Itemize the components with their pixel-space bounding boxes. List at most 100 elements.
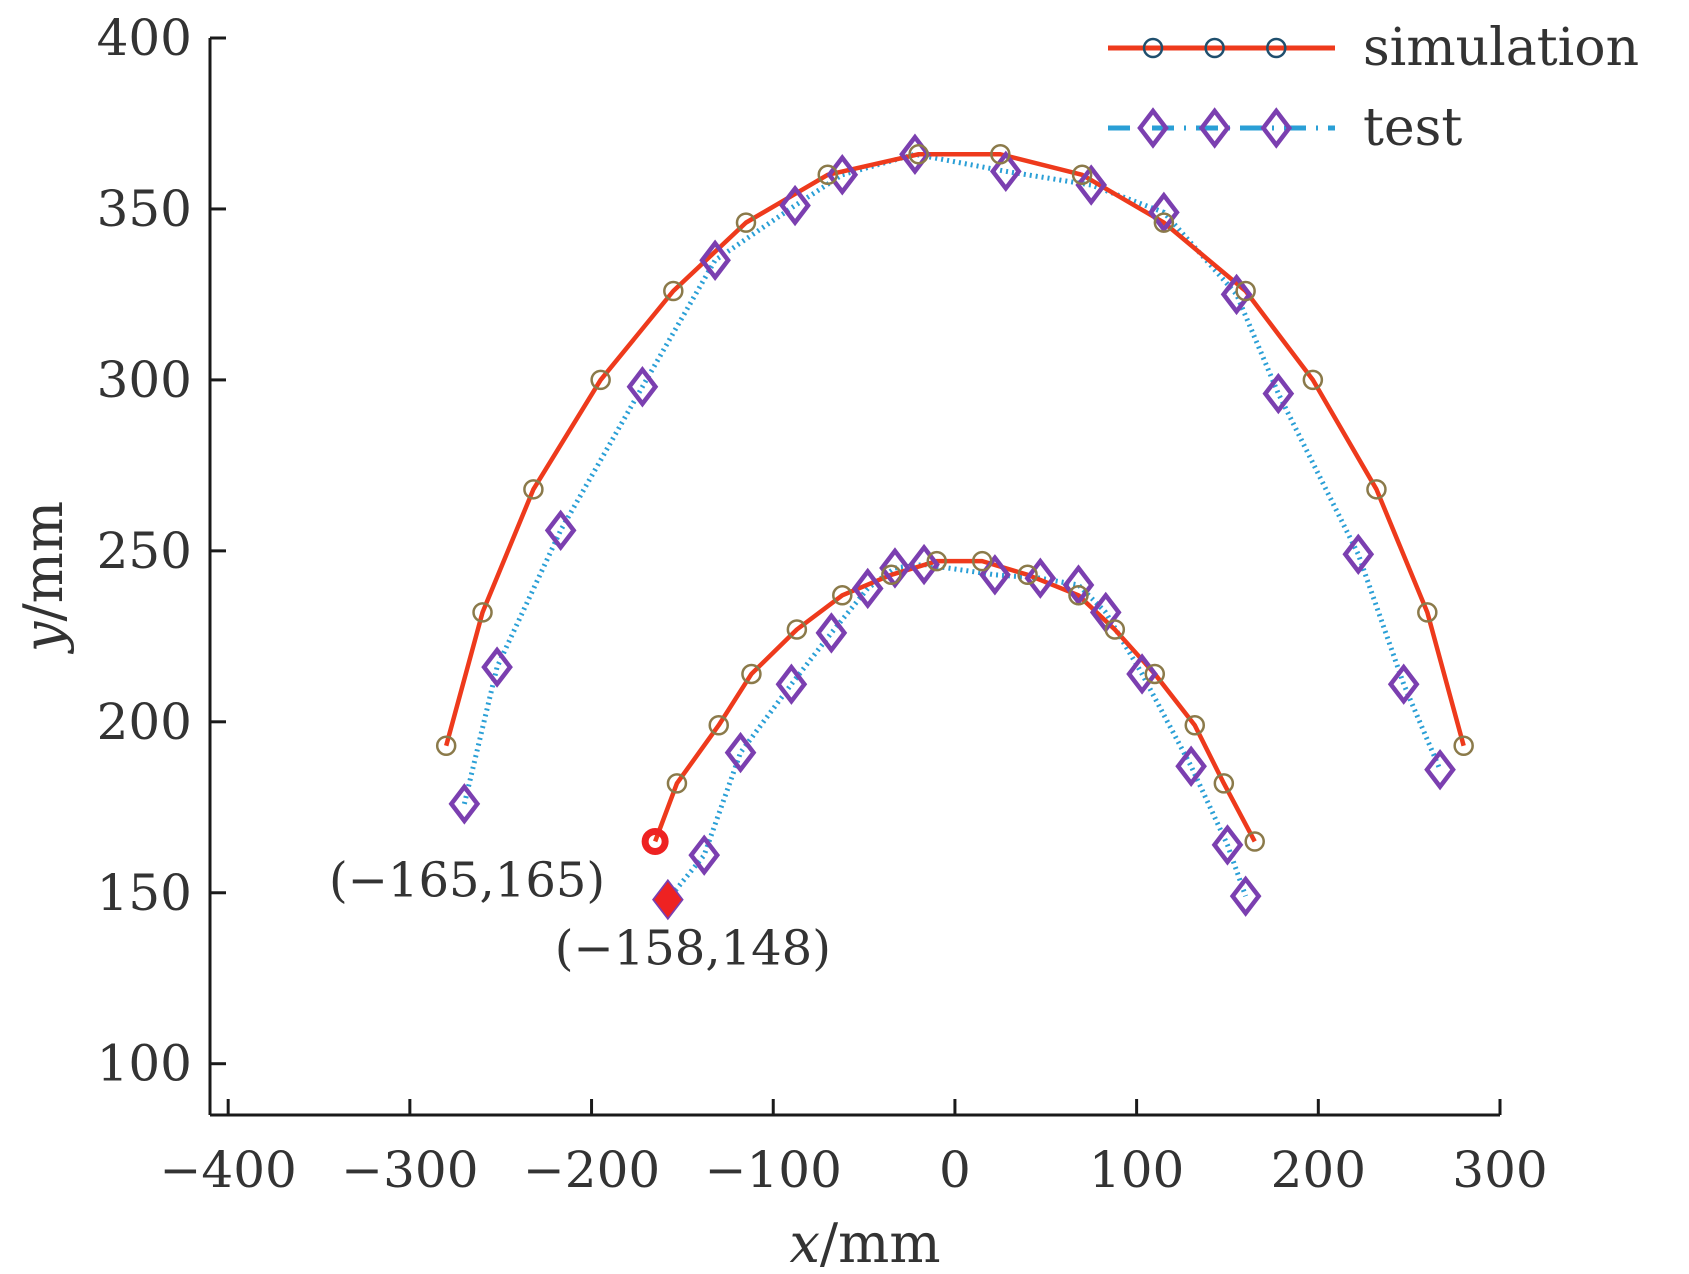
series-test-line-0 bbox=[461, 151, 1443, 805]
series-simulation-point bbox=[708, 714, 729, 736]
series-test-point bbox=[775, 663, 808, 705]
series-simulation-point bbox=[1366, 479, 1387, 500]
series-simulation-point bbox=[1071, 164, 1093, 186]
series-test-point bbox=[724, 731, 757, 774]
series-simulation-point bbox=[1417, 602, 1438, 623]
legend-test-marker bbox=[1137, 107, 1169, 149]
series-simulation-point bbox=[1017, 564, 1038, 586]
series-simulation-point bbox=[1184, 714, 1206, 736]
y-axis-label: y/mm bbox=[12, 501, 75, 654]
series-test-point bbox=[1126, 653, 1158, 695]
series-test-point bbox=[481, 646, 513, 688]
y-tick-label: 150 bbox=[97, 864, 192, 922]
y-axis-label-var: y bbox=[12, 620, 75, 654]
x-axis-label-unit: /mm bbox=[820, 1212, 941, 1274]
series-test-point bbox=[1220, 273, 1253, 316]
series-simulation-point bbox=[971, 550, 993, 572]
series-simulation-point bbox=[926, 550, 948, 572]
legend-simulation-marker bbox=[1266, 37, 1287, 59]
series-simulation-point bbox=[1068, 585, 1089, 606]
plot-area bbox=[435, 133, 1474, 921]
x-tick-label: −200 bbox=[523, 1141, 660, 1199]
series-simulation-point bbox=[1104, 619, 1126, 640]
series-simulation-point bbox=[663, 280, 684, 302]
series-test-point bbox=[1211, 824, 1244, 866]
legend: simulation test bbox=[1108, 18, 1639, 158]
x-tick-label: 100 bbox=[1089, 1141, 1184, 1199]
x-tick-label: 200 bbox=[1271, 1141, 1366, 1199]
series-simulation-point bbox=[786, 619, 808, 640]
legend-test-marker bbox=[1198, 107, 1231, 149]
series-test-point bbox=[1024, 557, 1057, 599]
series-test-point bbox=[544, 509, 577, 552]
y-tick-label: 100 bbox=[97, 1035, 192, 1093]
series-test-point bbox=[815, 612, 848, 654]
legend-simulation-marker bbox=[1142, 37, 1164, 59]
legend-test-marker bbox=[1260, 107, 1293, 149]
series-simulation-point bbox=[1302, 369, 1324, 391]
series-simulation-point bbox=[832, 585, 853, 606]
x-axis-label: x/mm bbox=[789, 1212, 940, 1274]
series-test-point bbox=[1229, 875, 1262, 917]
series-test-point bbox=[448, 783, 481, 825]
y-tick-label: 300 bbox=[97, 351, 192, 409]
series-simulation-point bbox=[666, 773, 688, 794]
series-test-point bbox=[1148, 191, 1180, 234]
annotation-point bbox=[654, 881, 682, 918]
legend-test-label: test bbox=[1363, 98, 1462, 158]
series-test-line-1 bbox=[665, 562, 1248, 902]
annotation-label: (−158,148) bbox=[555, 921, 831, 977]
series-test-point bbox=[1342, 533, 1375, 575]
series-simulation-point bbox=[435, 735, 457, 756]
series-test-point bbox=[1075, 164, 1108, 206]
series-test-point bbox=[1262, 372, 1295, 415]
y-axis-label-unit: /mm bbox=[12, 501, 75, 622]
series-test-point bbox=[1387, 663, 1420, 705]
y-tick-label: 400 bbox=[97, 9, 192, 67]
series-simulation-point bbox=[741, 663, 762, 685]
series-simulation-point bbox=[1144, 663, 1166, 685]
series-test-point bbox=[1175, 745, 1207, 787]
series-simulation-point bbox=[1453, 735, 1474, 756]
series-simulation-point bbox=[590, 369, 611, 391]
y-tick-label: 200 bbox=[97, 693, 192, 751]
y-tick-label: 350 bbox=[97, 180, 192, 238]
series-test-point bbox=[1062, 564, 1095, 606]
x-tick-label: 300 bbox=[1452, 1141, 1547, 1199]
annotation-point bbox=[641, 827, 669, 855]
series-test-point bbox=[899, 133, 931, 175]
series-simulation-point bbox=[735, 212, 757, 233]
series-test-point bbox=[851, 567, 884, 610]
series-test-point bbox=[626, 366, 659, 408]
series-simulation-point bbox=[1244, 831, 1265, 852]
series-test-point bbox=[699, 239, 731, 281]
series-test-point bbox=[908, 543, 940, 586]
series-test-point bbox=[879, 547, 911, 589]
series-test-point bbox=[1424, 748, 1456, 791]
series-simulation-point bbox=[881, 564, 902, 586]
series-test-point bbox=[779, 184, 811, 227]
annotations: (−165,165) (−158,148) bbox=[329, 827, 831, 977]
x-tick-label: −100 bbox=[705, 1141, 842, 1199]
series-simulation-line-1 bbox=[653, 558, 1257, 843]
axes: 100 150 200 250 300 350 400 −400 −300 −200 −100 0 10… bbox=[12, 9, 1548, 1274]
x-tick-label: 0 bbox=[939, 1141, 971, 1199]
series-simulation-point bbox=[1153, 212, 1175, 233]
series-simulation-point bbox=[990, 143, 1011, 165]
x-tick-label: −400 bbox=[159, 1141, 296, 1199]
series-simulation-point bbox=[817, 164, 838, 186]
series-simulation-point bbox=[1235, 280, 1256, 302]
series-simulation-line-0 bbox=[444, 151, 1466, 747]
annotation-label: (−165,165) bbox=[329, 852, 605, 908]
series-simulation-point bbox=[472, 602, 493, 623]
series-simulation-point bbox=[908, 143, 929, 165]
x-axis-label-var: x bbox=[789, 1212, 819, 1274]
series-test-point bbox=[989, 150, 1022, 193]
legend-simulation-marker bbox=[1204, 37, 1225, 59]
x-tick-label: −300 bbox=[341, 1141, 478, 1199]
legend-simulation-label: simulation bbox=[1363, 18, 1639, 78]
y-tick-label: 250 bbox=[97, 522, 192, 580]
series-simulation-point bbox=[1213, 773, 1235, 794]
series-simulation-point bbox=[523, 479, 544, 500]
